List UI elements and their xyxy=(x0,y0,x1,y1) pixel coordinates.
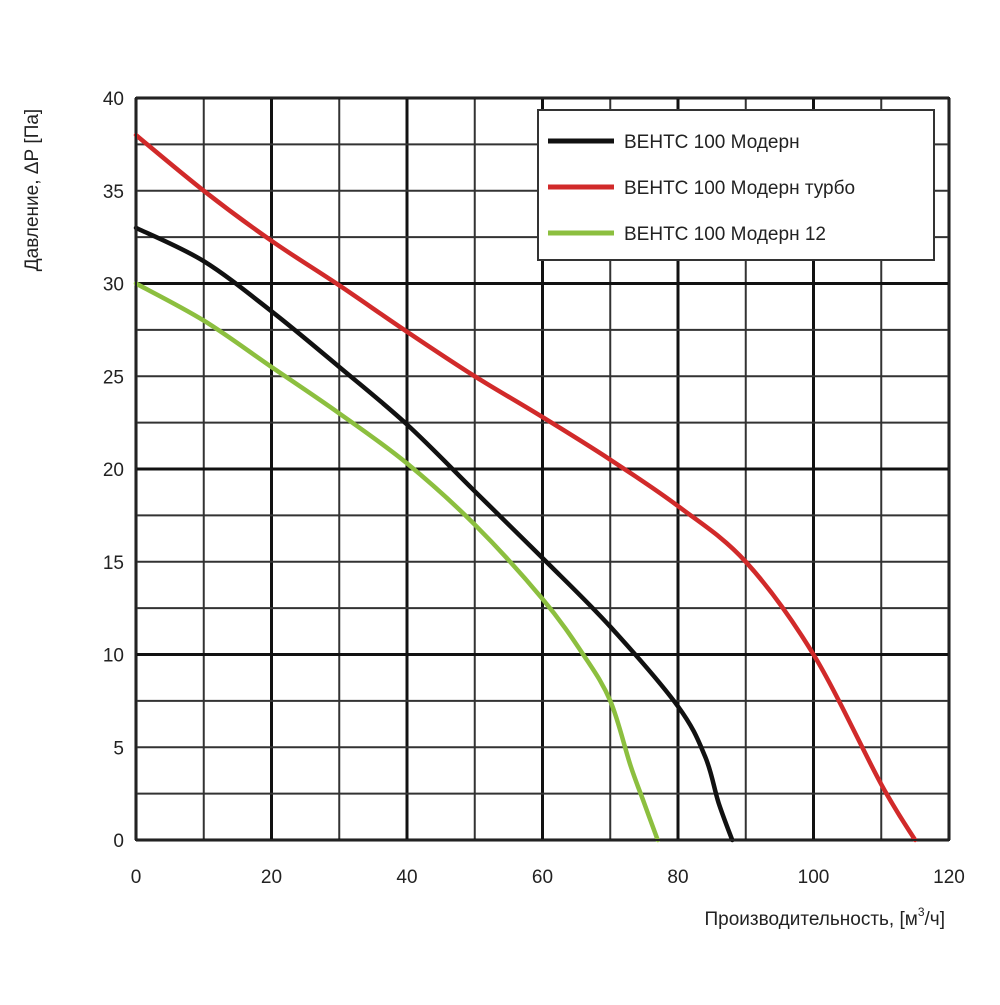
y-tick-labels: 0 5 10 15 20 25 30 35 40 xyxy=(103,89,124,852)
x-tick-label: 60 xyxy=(532,867,553,888)
legend-item: ВЕНТС 100 Модерн xyxy=(548,132,800,153)
x-axis-title: Производительность, [м3/ч] xyxy=(705,905,945,930)
x-tick-label: 0 xyxy=(131,867,142,888)
series-lines xyxy=(133,132,918,843)
y-tick-label: 30 xyxy=(103,275,124,296)
series-line-3 xyxy=(133,281,660,843)
y-tick-label: 15 xyxy=(103,553,124,574)
x-tick-label: 40 xyxy=(396,867,417,888)
y-tick-label: 20 xyxy=(103,460,124,481)
x-tick-label: 80 xyxy=(667,867,688,888)
x-axis-title-prefix: Производительность, [м xyxy=(705,909,918,930)
x-axis-title-suffix: /ч] xyxy=(925,909,945,930)
x-tick-label: 20 xyxy=(261,867,282,888)
plot-frame xyxy=(135,97,950,841)
x-axis-title-superscript: 3 xyxy=(918,905,925,919)
y-tick-label: 25 xyxy=(103,367,124,388)
y-axis-title: Давление, ΔР [Па] xyxy=(22,109,43,271)
legend-item: ВЕНТС 100 Модерн турбо xyxy=(548,178,855,199)
y-tick-label: 35 xyxy=(103,182,124,203)
legend-label: ВЕНТС 100 Модерн турбо xyxy=(624,178,855,199)
legend-label: ВЕНТС 100 Модерн 12 xyxy=(624,224,826,245)
y-tick-label: 0 xyxy=(113,831,124,852)
y-tick-label: 40 xyxy=(103,89,124,110)
y-tick-label: 5 xyxy=(113,738,124,759)
x-tick-labels: 0 20 40 60 80 100 120 xyxy=(131,867,965,888)
series-line-2 xyxy=(133,132,918,843)
legend-item: ВЕНТС 100 Модерн 12 xyxy=(548,224,826,245)
series-line-1 xyxy=(133,225,735,843)
x-tick-label: 100 xyxy=(798,867,830,888)
legend-label: ВЕНТС 100 Модерн xyxy=(624,132,800,153)
legend: ВЕНТС 100 Модерн ВЕНТС 100 Модерн турбо ВЕ… xyxy=(537,109,935,261)
y-tick-label: 10 xyxy=(103,646,124,667)
x-tick-label: 120 xyxy=(933,867,965,888)
